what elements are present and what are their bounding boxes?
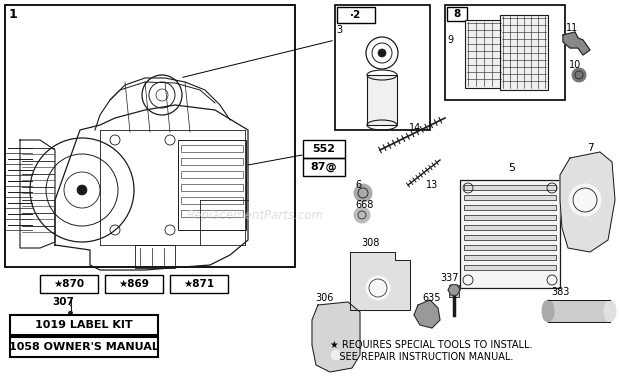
Text: 1058 OWNER'S MANUAL: 1058 OWNER'S MANUAL — [9, 342, 159, 352]
Bar — [464, 215, 556, 220]
Bar — [367, 75, 397, 125]
Bar — [178, 140, 246, 230]
Text: ★869: ★869 — [118, 279, 149, 289]
Polygon shape — [560, 152, 615, 252]
Bar — [464, 195, 556, 200]
Ellipse shape — [542, 300, 554, 322]
Text: 11: 11 — [566, 23, 578, 33]
Polygon shape — [563, 32, 590, 55]
Circle shape — [378, 49, 386, 57]
Bar — [170, 275, 228, 293]
Bar — [40, 275, 98, 293]
Text: 307: 307 — [52, 297, 74, 307]
Text: 7: 7 — [587, 143, 593, 153]
Bar — [449, 285, 459, 297]
Text: 1: 1 — [9, 8, 17, 22]
Circle shape — [68, 311, 73, 315]
Circle shape — [572, 68, 586, 82]
Text: 308: 308 — [361, 238, 379, 248]
Bar — [548, 300, 610, 322]
Text: ★ REQUIRES SPECIAL TOOLS TO INSTALL.
   SEE REPAIR INSTRUCTION MANUAL.: ★ REQUIRES SPECIAL TOOLS TO INSTALL. SEE… — [330, 340, 533, 362]
Bar — [10, 337, 158, 357]
Circle shape — [569, 184, 601, 216]
Text: 383: 383 — [551, 287, 569, 297]
Bar — [464, 225, 556, 230]
Polygon shape — [312, 302, 360, 372]
Text: 14: 14 — [409, 123, 421, 133]
Bar — [181, 158, 243, 165]
Bar — [465, 20, 503, 88]
Circle shape — [77, 185, 87, 195]
Bar — [181, 210, 243, 217]
Polygon shape — [448, 285, 460, 295]
Polygon shape — [350, 252, 410, 310]
Bar — [464, 265, 556, 270]
Text: 9: 9 — [447, 35, 453, 45]
Bar — [181, 145, 243, 152]
Bar — [5, 5, 295, 267]
Bar — [464, 185, 556, 190]
Circle shape — [366, 276, 390, 300]
Text: ★870: ★870 — [53, 279, 84, 289]
Text: ★871: ★871 — [184, 279, 215, 289]
Bar — [464, 245, 556, 250]
Text: 635: 635 — [423, 293, 441, 303]
Circle shape — [354, 207, 370, 223]
Bar — [460, 180, 560, 288]
Text: 306: 306 — [316, 293, 334, 303]
Bar — [500, 15, 548, 90]
Bar — [303, 140, 345, 158]
Bar — [445, 5, 565, 100]
Text: 337: 337 — [441, 273, 459, 283]
Text: 3: 3 — [336, 25, 342, 35]
Bar — [464, 255, 556, 260]
Text: ⋅2: ⋅2 — [350, 10, 361, 20]
Text: 8: 8 — [453, 9, 461, 19]
Circle shape — [331, 350, 341, 360]
Text: 1019 LABEL KIT: 1019 LABEL KIT — [35, 320, 133, 330]
Text: 13: 13 — [426, 180, 438, 190]
Text: 668: 668 — [355, 200, 373, 210]
Text: 6: 6 — [355, 180, 361, 190]
Bar — [181, 171, 243, 178]
Bar — [181, 197, 243, 204]
Text: 552: 552 — [312, 144, 335, 154]
Ellipse shape — [604, 300, 616, 322]
Bar — [335, 5, 430, 130]
Circle shape — [354, 184, 372, 202]
Bar — [337, 7, 375, 23]
Bar — [464, 205, 556, 210]
Text: 10: 10 — [569, 60, 581, 70]
Bar — [10, 315, 158, 335]
Bar — [464, 235, 556, 240]
Bar — [105, 275, 163, 293]
Bar — [181, 184, 243, 191]
Text: 5: 5 — [508, 163, 515, 173]
Text: ReplacementParts.com: ReplacementParts.com — [187, 209, 324, 221]
Polygon shape — [414, 300, 440, 328]
Text: 87@: 87@ — [311, 162, 337, 172]
Bar — [447, 7, 467, 21]
Bar — [303, 158, 345, 176]
